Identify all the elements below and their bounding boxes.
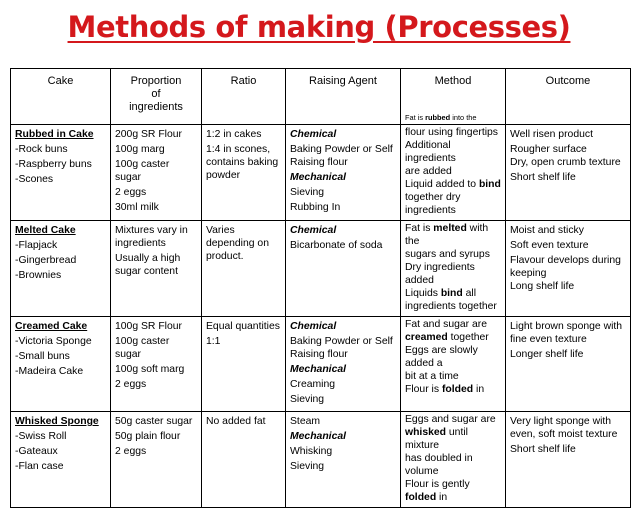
cake-cell: Whisked Sponge -Swiss Roll -Gateaux -Fla… (10, 411, 111, 508)
ratio-cell: 1:2 in cakes 1:4 in scones, contains bak… (201, 124, 286, 221)
table-row: Creamed Cake -Victoria Sponge -Small bun… (10, 316, 631, 412)
ratio-cell: No added fat (201, 411, 286, 508)
header-outcome: Outcome (505, 68, 631, 125)
outcome-cell: Well risen product Rougher surface Dry, … (505, 124, 631, 221)
outcome-cell: Very light sponge with even, soft moist … (505, 411, 631, 508)
outcome-cell: Light brown sponge with fine even textur… (505, 316, 631, 412)
header-cake: Cake (10, 68, 111, 125)
cake-name: Melted Cake (15, 225, 76, 236)
method-cell: flour using fingertips Additional ingred… (400, 124, 506, 221)
cake-cell: Melted Cake -Flapjack -Gingerbread -Brow… (10, 220, 111, 317)
method-note-rubbed: Fat is rubbed into the (405, 112, 477, 122)
cake-cell: Creamed Cake -Victoria Sponge -Small bun… (10, 316, 111, 412)
header-proportion: Proportion of ingredients (110, 68, 202, 125)
raising-agent-cell: Steam Mechanical Whisking Sieving (285, 411, 401, 508)
raising-agent-cell: Chemical Bicarbonate of soda (285, 220, 401, 317)
proportion-cell: 50g caster sugar 50g plain flour 2 eggs (110, 411, 202, 508)
proportion-cell: 100g SR Flour 100g caster sugar 100g sof… (110, 316, 202, 412)
proportion-cell: 200g SR Flour 100g marg 100g caster suga… (110, 124, 202, 221)
outcome-cell: Moist and sticky Soft even texture Flavo… (505, 220, 631, 317)
proportion-cell: Mixtures vary in ingredients Usually a h… (110, 220, 202, 317)
cake-name: Whisked Sponge (15, 416, 99, 427)
method-cell: Fat is melted with the sugars and syrups… (400, 220, 506, 317)
header-raising-agent: Raising Agent (285, 68, 401, 125)
method-cell: Fat and sugar are creamed together Eggs … (400, 316, 506, 412)
method-cell: Eggs and sugar are whisked until mixture… (400, 411, 506, 508)
table-row: Melted Cake -Flapjack -Gingerbread -Brow… (10, 220, 631, 317)
cake-cell: Rubbed in Cake -Rock buns -Raspberry bun… (10, 124, 111, 221)
cake-name: Rubbed in Cake (15, 129, 94, 140)
table-row: Rubbed in Cake -Rock buns -Raspberry bun… (10, 124, 631, 221)
header-row: Cake Proportion of ingredients Ratio Rai… (10, 68, 631, 125)
methods-table: Cake Proportion of ingredients Ratio Rai… (10, 68, 631, 508)
page-title: Methods of making (Processes) (67, 10, 571, 44)
ratio-cell: Varies depending on product. (201, 220, 286, 317)
ratio-cell: Equal quantities 1:1 (201, 316, 286, 412)
raising-agent-cell: Chemical Baking Powder or Self Raising f… (285, 316, 401, 412)
header-method: Method Fat is rubbed into the (400, 68, 506, 125)
cake-name: Creamed Cake (15, 321, 88, 332)
raising-agent-cell: Chemical Baking Powder or Self Raising f… (285, 124, 401, 221)
table-row: Whisked Sponge -Swiss Roll -Gateaux -Fla… (10, 411, 631, 508)
header-ratio: Ratio (201, 68, 286, 125)
